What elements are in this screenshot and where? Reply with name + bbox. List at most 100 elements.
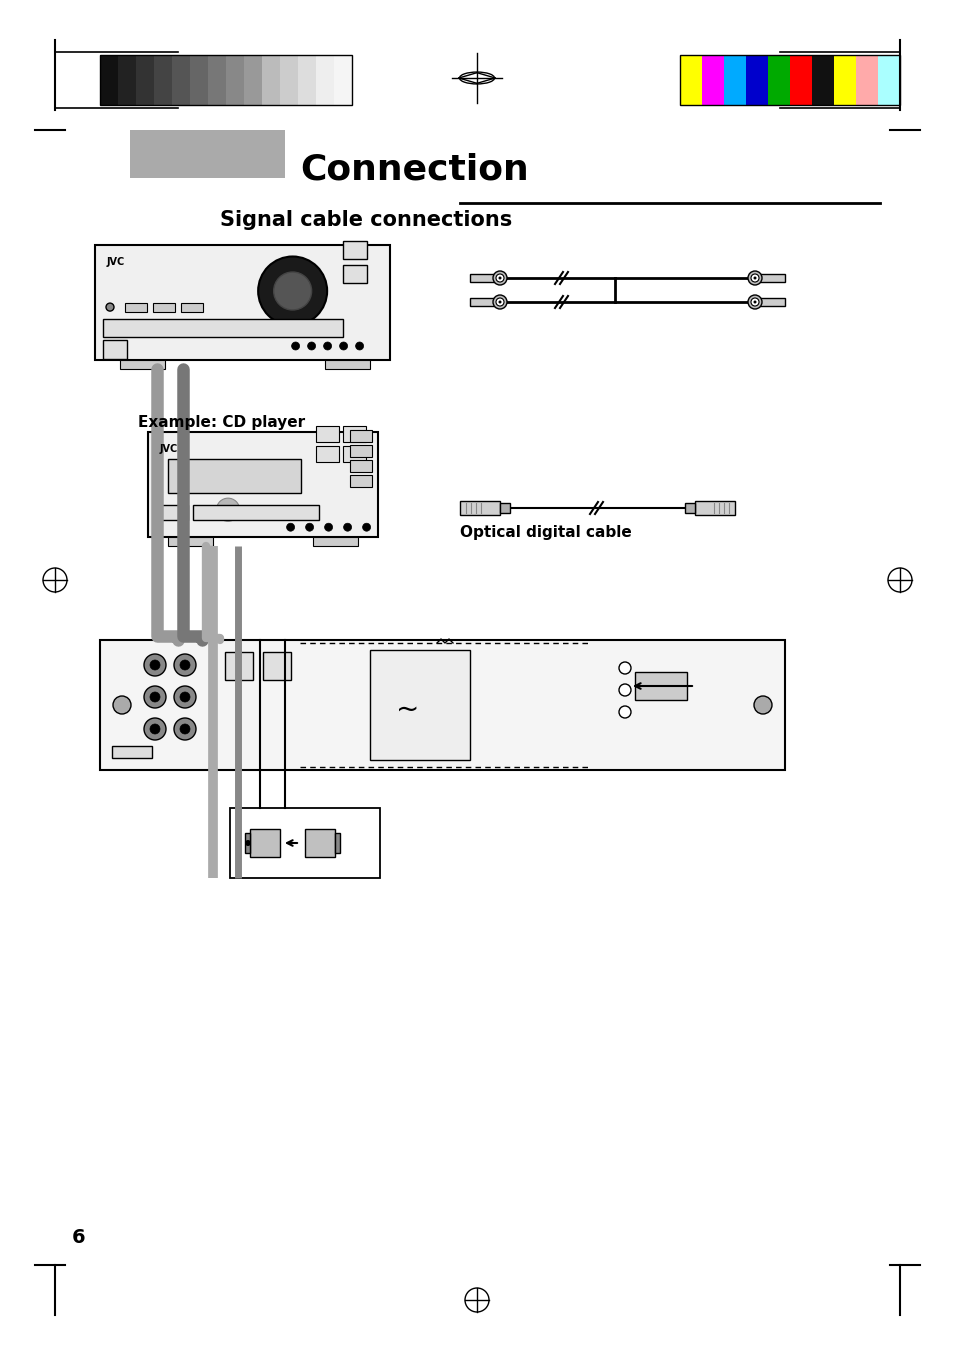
Bar xyxy=(342,240,366,259)
Bar xyxy=(350,430,372,442)
Bar xyxy=(95,245,390,359)
Bar xyxy=(342,426,366,442)
Bar xyxy=(181,303,203,312)
Bar xyxy=(315,426,338,442)
Bar xyxy=(350,444,372,457)
Circle shape xyxy=(307,342,315,350)
Circle shape xyxy=(753,696,771,713)
Circle shape xyxy=(106,303,113,311)
Bar xyxy=(754,299,784,305)
Circle shape xyxy=(173,686,195,708)
Bar xyxy=(118,55,136,105)
Text: Connection: Connection xyxy=(299,153,528,186)
Bar xyxy=(470,299,499,305)
Circle shape xyxy=(274,272,312,309)
Bar xyxy=(754,274,784,282)
Bar xyxy=(350,459,372,471)
Circle shape xyxy=(496,299,503,305)
Circle shape xyxy=(292,342,299,350)
Circle shape xyxy=(498,300,501,304)
Bar xyxy=(789,55,811,105)
Bar xyxy=(745,55,767,105)
Circle shape xyxy=(618,707,630,717)
Circle shape xyxy=(286,523,294,531)
Bar xyxy=(103,319,343,336)
Bar xyxy=(342,446,366,462)
Bar xyxy=(245,834,250,852)
Circle shape xyxy=(305,523,314,531)
Circle shape xyxy=(245,840,251,846)
Bar xyxy=(226,55,244,105)
Bar xyxy=(679,55,899,105)
Bar xyxy=(120,359,165,369)
Bar xyxy=(342,265,366,282)
Circle shape xyxy=(747,272,761,285)
Bar xyxy=(100,55,118,105)
Bar xyxy=(701,55,723,105)
Text: Optical digital cable: Optical digital cable xyxy=(459,526,631,540)
Bar xyxy=(130,130,285,178)
Circle shape xyxy=(355,342,363,350)
Bar xyxy=(767,55,789,105)
Bar xyxy=(262,55,280,105)
Circle shape xyxy=(258,257,327,326)
Bar xyxy=(168,459,301,493)
Circle shape xyxy=(180,692,190,703)
Bar xyxy=(148,432,377,536)
Bar xyxy=(459,501,499,515)
Bar xyxy=(370,650,470,761)
Circle shape xyxy=(144,717,166,740)
Circle shape xyxy=(750,299,759,305)
Bar xyxy=(723,55,745,105)
Text: ~: ~ xyxy=(395,696,419,724)
Circle shape xyxy=(618,684,630,696)
Bar xyxy=(152,303,174,312)
Circle shape xyxy=(173,654,195,676)
Circle shape xyxy=(216,499,239,521)
Bar xyxy=(172,55,190,105)
Circle shape xyxy=(496,274,503,282)
Circle shape xyxy=(173,717,195,740)
Circle shape xyxy=(362,523,370,531)
Bar xyxy=(250,830,280,857)
Circle shape xyxy=(150,692,160,703)
Bar xyxy=(470,274,499,282)
Circle shape xyxy=(498,277,501,280)
Bar xyxy=(833,55,855,105)
Circle shape xyxy=(323,342,332,350)
Text: JVC: JVC xyxy=(160,444,178,454)
Text: 6: 6 xyxy=(71,1228,86,1247)
Bar xyxy=(635,671,686,700)
Bar xyxy=(499,503,510,513)
Bar xyxy=(313,536,357,546)
Circle shape xyxy=(618,662,630,674)
Text: JVC: JVC xyxy=(107,257,125,267)
Circle shape xyxy=(493,295,506,309)
Bar xyxy=(877,55,899,105)
Circle shape xyxy=(493,272,506,285)
Bar xyxy=(684,503,695,513)
Bar xyxy=(315,446,338,462)
Bar xyxy=(208,55,226,105)
Bar xyxy=(350,476,372,486)
Bar xyxy=(112,746,152,758)
Bar xyxy=(315,55,334,105)
Circle shape xyxy=(150,661,160,670)
Circle shape xyxy=(150,724,160,734)
Circle shape xyxy=(144,654,166,676)
Circle shape xyxy=(144,686,166,708)
Bar xyxy=(225,653,253,680)
Bar xyxy=(695,501,734,515)
Bar xyxy=(136,55,153,105)
Bar xyxy=(103,340,127,359)
Bar xyxy=(190,55,208,105)
Bar xyxy=(100,55,352,105)
Bar xyxy=(153,55,172,105)
Circle shape xyxy=(747,295,761,309)
Bar xyxy=(100,640,784,770)
Bar xyxy=(855,55,877,105)
Bar xyxy=(334,55,352,105)
Bar xyxy=(325,359,370,369)
Circle shape xyxy=(180,724,190,734)
Circle shape xyxy=(753,277,756,280)
